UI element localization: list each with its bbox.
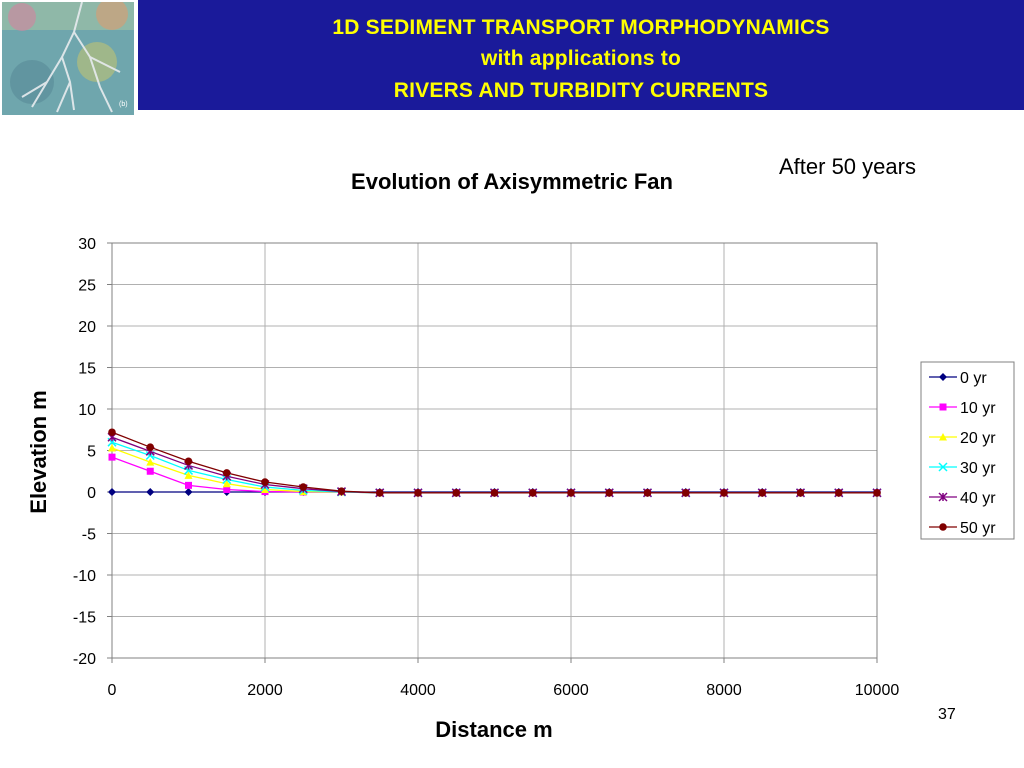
series-50-yr [108, 428, 881, 497]
data-point [222, 469, 231, 477]
x-tick-label: 4000 [400, 682, 436, 699]
legend-marker [939, 373, 947, 381]
data-point [146, 458, 155, 466]
y-tick-label: 0 [87, 485, 96, 502]
x-tick-label: 10000 [855, 682, 900, 699]
legend-label: 0 yr [960, 370, 987, 387]
y-axis-label: Elevation m [26, 390, 51, 513]
data-point [834, 489, 843, 497]
x-tick-label: 8000 [706, 682, 742, 699]
chart-title: Evolution of Axisymmetric Fan [351, 169, 673, 194]
data-point [873, 489, 881, 497]
legend-marker [939, 433, 947, 441]
data-point [185, 481, 192, 489]
x-axis-label: Distance m [435, 717, 552, 742]
legend-item: 40 yr [929, 490, 996, 507]
data-point [108, 428, 116, 437]
legend-marker [938, 492, 948, 502]
data-point [146, 467, 154, 475]
title-banner: 1D SEDIMENT TRANSPORT MORPHODYNAMICS wit… [138, 0, 1024, 110]
data-point [720, 489, 728, 497]
data-point [375, 489, 384, 497]
data-point [337, 487, 346, 495]
data-point [758, 489, 767, 497]
legend-label: 50 yr [960, 520, 996, 537]
y-tick-label: 5 [87, 444, 96, 461]
data-point [108, 488, 116, 496]
y-tick-label: -5 [82, 527, 96, 544]
data-point [681, 489, 690, 497]
legend-label: 10 yr [960, 400, 996, 417]
data-point [643, 489, 652, 497]
legend-item: 50 yr [929, 520, 996, 537]
legend-marker [938, 462, 948, 472]
legend-label: 20 yr [960, 430, 996, 447]
y-tick-label: 10 [78, 402, 96, 419]
data-point [796, 489, 805, 497]
chart-legend: 0 yr 10 yr 20 yr 30 yr 40 yr 50 yr [920, 361, 1015, 540]
data-point [146, 488, 155, 496]
header-title-line2: with applications to [480, 47, 681, 70]
data-point [222, 479, 231, 488]
x-tick-label: 0 [108, 682, 117, 699]
legend-item: 20 yr [929, 430, 996, 447]
data-point [184, 471, 193, 479]
slide-header: (b) 1D SEDIMENT TRANSPORT MORPHODYNAMICS… [0, 0, 1024, 118]
legend-marker [939, 403, 947, 411]
legend-marker [939, 523, 947, 531]
data-point [528, 489, 537, 497]
svg-text:(b): (b) [119, 101, 128, 108]
legend-item: 0 yr [929, 370, 987, 387]
data-point [261, 478, 269, 486]
y-tick-label: -20 [73, 651, 96, 668]
legend-item: 10 yr [929, 400, 996, 417]
y-tick-label: 20 [78, 319, 96, 336]
data-point [414, 489, 422, 497]
data-point [223, 486, 231, 494]
data-point [299, 483, 308, 491]
y-axis-ticks: 30 25 20 15 10 5 0 -5 -10 -15 -20 [73, 236, 112, 668]
slide-number: 37 [938, 706, 956, 723]
chart-series [107, 428, 882, 498]
legend-label: 40 yr [960, 490, 996, 507]
header-title-line1: 1D SEDIMENT TRANSPORT MORPHODYNAMICS [332, 16, 830, 39]
header-title-line3: RIVERS AND TURBIDITY CURRENTS [393, 79, 769, 102]
y-tick-label: 25 [78, 278, 96, 295]
legend-box [920, 361, 1015, 540]
y-tick-label: -10 [73, 568, 96, 585]
data-point [605, 489, 614, 497]
data-point [108, 444, 116, 452]
data-point [261, 485, 269, 494]
data-point [184, 488, 193, 496]
y-tick-label: 30 [78, 236, 96, 253]
after-years-note: After 50 years [779, 154, 916, 179]
y-tick-label: 15 [78, 361, 96, 378]
x-tick-label: 2000 [247, 682, 283, 699]
data-point [452, 489, 461, 497]
legend-label: 30 yr [960, 460, 996, 477]
delta-satellite-icon: (b) [2, 2, 134, 115]
data-point [184, 457, 193, 466]
delta-logo-image: (b) [2, 2, 134, 115]
chart-grid [111, 242, 878, 659]
legend-item: 30 yr [929, 460, 996, 477]
x-axis-ticks: 0 2000 4000 6000 8000 10000 [108, 658, 900, 699]
data-point [567, 489, 575, 497]
data-point [490, 489, 499, 497]
data-point [108, 453, 116, 461]
data-point [146, 443, 155, 451]
x-tick-label: 6000 [553, 682, 589, 699]
y-tick-label: -15 [73, 610, 96, 627]
